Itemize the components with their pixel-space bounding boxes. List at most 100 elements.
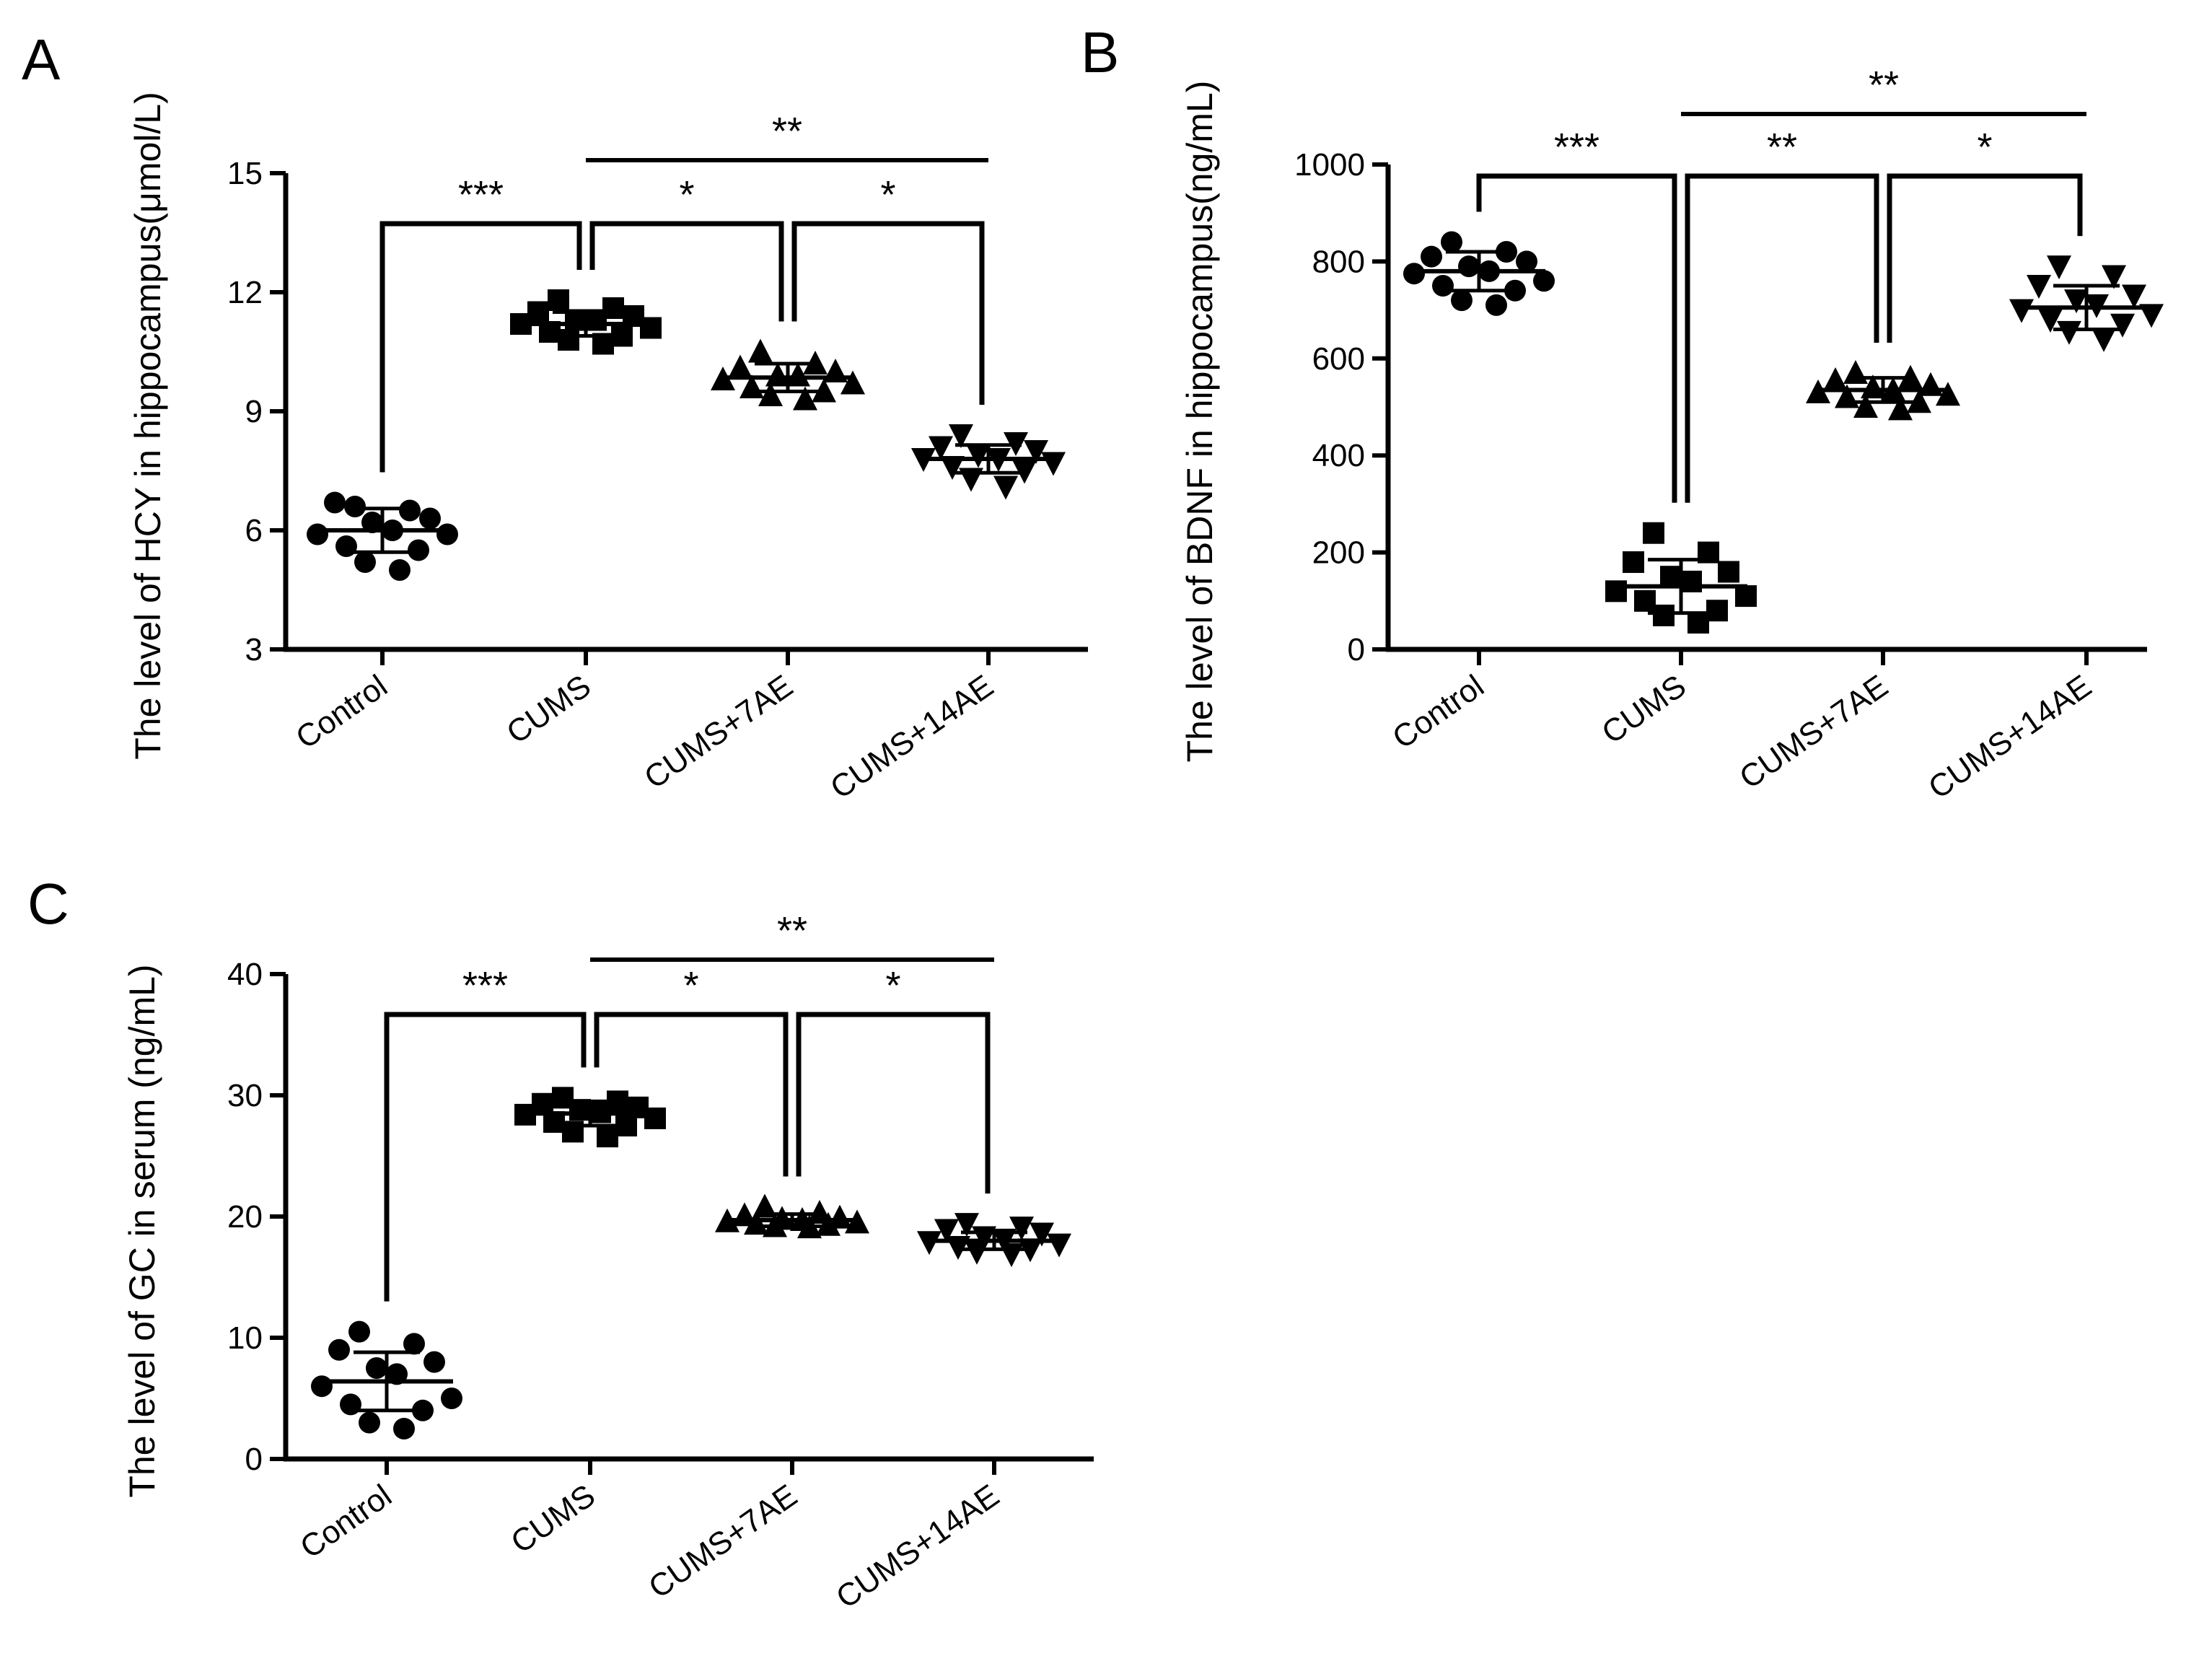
- y-tick-label: 9: [245, 394, 263, 429]
- data-point-square: [640, 317, 662, 339]
- data-point-circle: [1533, 270, 1555, 292]
- data-point-circle: [307, 523, 328, 545]
- y-tick-label: 3: [245, 632, 263, 667]
- data-point-square: [597, 1126, 618, 1148]
- data-point-triangle-up: [1861, 374, 1885, 399]
- data-point-triangle-down: [940, 456, 965, 480]
- significance-bracket: [791, 221, 985, 405]
- y-tick-label: 0: [245, 1442, 263, 1477]
- data-point-circle: [1441, 231, 1462, 253]
- data-point-circle: [311, 1375, 333, 1398]
- data-point-triangle-up: [786, 362, 810, 387]
- data-point-circle: [412, 1399, 434, 1421]
- y-axis-title: The level of BDNF in hippocampus(ng/mL): [1180, 81, 1220, 763]
- significance-label: ***: [458, 173, 504, 216]
- data-point-triangle-down: [2122, 284, 2146, 309]
- data-point-triangle-up: [1853, 394, 1878, 418]
- data-point-triangle-down: [1024, 440, 1048, 464]
- data-point-circle: [399, 499, 421, 522]
- significance-label: **: [772, 110, 802, 153]
- significance-bracket: [1887, 173, 2083, 343]
- data-point-triangle-down: [2038, 309, 2063, 333]
- y-tick-label: 15: [227, 156, 263, 191]
- data-point-triangle-down: [2092, 328, 2116, 352]
- data-point-square: [1680, 570, 1702, 592]
- y-tick-label: 200: [1312, 535, 1365, 571]
- significance-label: **: [777, 909, 807, 952]
- data-point-square: [1623, 551, 1644, 574]
- data-point-triangle-up: [1888, 396, 1913, 421]
- data-point-square: [1706, 600, 1728, 622]
- data-point-square: [1687, 612, 1709, 634]
- significance-bracket: [594, 1012, 789, 1177]
- data-point-triangle-down: [1012, 460, 1037, 484]
- data-point-circle: [354, 551, 376, 573]
- y-tick-label: 30: [227, 1078, 263, 1113]
- data-point-triangle-up: [758, 382, 783, 406]
- panel-letter: A: [22, 27, 61, 92]
- data-point-square: [644, 1107, 666, 1129]
- data-point-circle: [359, 1411, 380, 1434]
- significance-label: **: [1767, 126, 1797, 169]
- data-point-circle: [366, 1357, 387, 1379]
- data-point-circle: [324, 491, 346, 514]
- data-point-square: [1634, 590, 1656, 612]
- data-point-triangle-down: [2102, 265, 2126, 289]
- data-point-triangle-up: [765, 362, 790, 387]
- data-point-triangle-down: [965, 1240, 989, 1265]
- data-point-triangle-down: [2110, 313, 2135, 338]
- data-point-triangle-down: [2047, 255, 2071, 280]
- data-point-triangle-down: [2064, 289, 2089, 314]
- significance-bracket: [589, 221, 784, 322]
- data-point-triangle-down: [993, 475, 1018, 500]
- data-point-circle: [1458, 255, 1480, 278]
- significance-bracket: [1685, 173, 1879, 503]
- data-point-triangle-up: [1823, 367, 1848, 392]
- significance-bracket: [379, 221, 582, 473]
- y-axis-title: The level of GC in serum (ng/mL): [122, 964, 162, 1497]
- y-tick-label: 1000: [1294, 147, 1365, 183]
- data-point-circle: [328, 1338, 350, 1361]
- data-point-circle: [1421, 245, 1442, 268]
- data-point-triangle-up: [752, 1193, 777, 1218]
- y-tick-label: 12: [227, 275, 263, 310]
- y-tick-label: 10: [227, 1320, 263, 1356]
- data-point-triangle-up: [748, 338, 773, 363]
- data-point-triangle-down: [1018, 1238, 1043, 1263]
- y-tick-label: 6: [245, 513, 263, 548]
- data-point-triangle-down: [929, 436, 953, 460]
- significance-label: *: [885, 964, 900, 1007]
- y-tick-label: 0: [1348, 632, 1365, 667]
- data-point-triangle-down: [1009, 1217, 1034, 1241]
- data-point-square: [1643, 522, 1664, 544]
- y-tick-label: 800: [1312, 244, 1365, 279]
- panel-letter: B: [1081, 20, 1119, 84]
- y-tick-label: 40: [227, 957, 263, 992]
- data-point-circle: [1504, 279, 1526, 302]
- data-point-triangle-down: [2139, 304, 2164, 328]
- data-point-circle: [441, 1388, 462, 1409]
- data-point-circle: [419, 507, 441, 530]
- significance-bracket: [384, 1012, 587, 1302]
- data-point-circle: [436, 523, 458, 545]
- data-point-square: [548, 289, 569, 311]
- data-point-circle: [403, 1333, 425, 1355]
- significance-label: ***: [462, 964, 508, 1007]
- data-point-triangle-up: [793, 386, 817, 411]
- data-point-square: [1660, 566, 1682, 588]
- data-point-triangle-up: [816, 1211, 841, 1236]
- data-point-triangle-up: [1907, 389, 1931, 413]
- panel-letter: C: [27, 872, 69, 936]
- significance-label: *: [679, 173, 694, 216]
- y-tick-label: 20: [227, 1199, 263, 1235]
- y-tick-label: 400: [1312, 438, 1365, 473]
- data-point-circle: [393, 1418, 415, 1439]
- data-point-triangle-down: [949, 424, 973, 448]
- data-point-square: [1735, 585, 1757, 608]
- data-point-square: [1718, 561, 1739, 583]
- data-point-triangle-down: [966, 444, 991, 468]
- significance-label: *: [683, 964, 698, 1007]
- data-point-circle: [1432, 275, 1454, 297]
